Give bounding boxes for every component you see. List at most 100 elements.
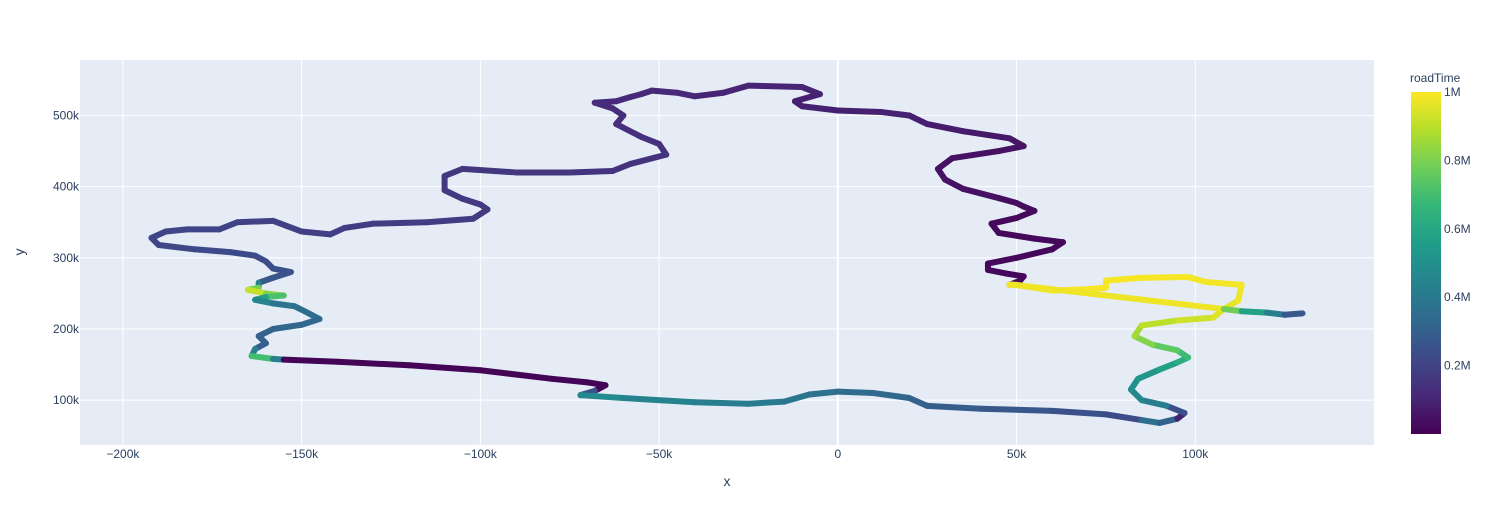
trace-segment <box>1013 246 1056 261</box>
trace-segment <box>984 254 1020 267</box>
trace-segment <box>959 185 1002 202</box>
trace-segment <box>566 168 616 176</box>
colorbar-title: roadTime <box>1410 71 1461 85</box>
trace-segment <box>1008 281 1227 313</box>
trace-segment <box>216 219 241 233</box>
x-tick-label: −150k <box>285 447 319 461</box>
colorbar-tick-label: 0.4M <box>1444 290 1471 304</box>
trace-segment <box>691 399 752 407</box>
x-axis-title: x <box>724 473 731 489</box>
colorbar-tick-label: 1M <box>1444 85 1461 99</box>
y-tick-label: 100k <box>53 393 80 407</box>
trace-segment <box>799 84 823 98</box>
trace-segment <box>1202 279 1245 288</box>
trace-segment <box>405 362 484 374</box>
trace-segment <box>906 112 931 128</box>
y-axis-ticks: 100k 200k 300k 400k 500k <box>53 109 80 408</box>
trace-segment <box>1102 411 1145 424</box>
trace-segment <box>370 219 430 227</box>
trace-segment <box>745 398 788 407</box>
trace-segment <box>745 82 806 91</box>
trace-segment <box>1138 274 1192 281</box>
colorbar-tick-label: 0.6M <box>1444 222 1471 236</box>
colorbar-gradient <box>1411 92 1441 434</box>
colorbar-tick-label: 0.2M <box>1444 359 1471 373</box>
trace-segment <box>877 108 913 119</box>
trace-segment <box>1163 402 1188 416</box>
gridlines <box>80 60 1374 445</box>
trace-segment <box>334 358 412 369</box>
x-tick-label: −50k <box>646 447 673 461</box>
trace-segment <box>949 148 1002 162</box>
trace-segment <box>942 176 966 192</box>
trace-segment <box>423 215 477 226</box>
trace-segment <box>270 300 298 310</box>
trace-segment <box>234 217 277 226</box>
trace-segment <box>613 121 645 140</box>
trace-segment <box>988 214 1020 227</box>
trace-segment <box>1031 235 1067 246</box>
x-tick-label: 0 <box>834 447 841 461</box>
trace-segment <box>1102 274 1145 284</box>
trace-segment <box>1138 317 1181 329</box>
y-tick-label: 200k <box>53 322 80 336</box>
trace-segment <box>280 356 341 365</box>
trace-segment <box>870 390 913 402</box>
trace-segment <box>1049 407 1109 418</box>
trace-segment <box>620 395 698 406</box>
trace-segment <box>673 89 698 100</box>
data-trace <box>148 82 1306 426</box>
trace-segment <box>1281 310 1306 318</box>
trace-segment <box>441 165 466 179</box>
trace-segment <box>834 388 877 397</box>
trace-segment <box>627 151 670 167</box>
trace-segment <box>245 286 269 297</box>
x-tick-label: −100k <box>464 447 498 461</box>
trace-segment <box>162 226 191 235</box>
trace-segment <box>155 242 198 253</box>
trace-segment <box>995 195 1020 207</box>
trace-segment <box>1138 417 1163 426</box>
plot-area <box>80 60 1374 445</box>
x-axis-ticks: −200k −150k −100k −50k 0 50k 100k <box>106 447 1209 461</box>
x-tick-label: 50k <box>1007 447 1027 461</box>
trace-segment <box>1174 314 1217 324</box>
trace-segment <box>924 402 984 412</box>
y-tick-label: 300k <box>53 251 80 265</box>
trace-segment <box>924 121 966 135</box>
colorbar-ticks: 0.2M 0.4M 0.6M 0.8M 1M <box>1444 85 1471 373</box>
trace-segment <box>959 128 1013 142</box>
trace-segment <box>1138 397 1170 409</box>
trace-segment <box>691 89 727 100</box>
trace-segment <box>477 367 555 382</box>
trace-segment <box>227 249 259 259</box>
trace-segment <box>648 87 680 96</box>
trace-segment <box>834 107 884 115</box>
trace-segment <box>609 160 634 175</box>
trace-segment <box>1238 308 1270 316</box>
trace-segment <box>298 316 323 328</box>
trace-segment <box>270 321 305 333</box>
trace-segment <box>341 220 377 231</box>
trace-segment <box>638 133 663 147</box>
trace-segment <box>806 388 841 398</box>
y-axis-title: y <box>11 249 27 256</box>
y-tick-label: 400k <box>53 180 80 194</box>
trace-segment <box>1156 415 1181 426</box>
x-tick-label: 100k <box>1182 447 1209 461</box>
trace-segment <box>270 269 294 281</box>
y-tick-label: 500k <box>53 109 80 123</box>
trace-segment <box>459 165 520 176</box>
trace-segment <box>459 195 484 208</box>
trace-segment <box>248 353 277 362</box>
trace-segment <box>252 296 277 307</box>
colorbar: roadTime 0.2M 0.4M 0.6M 0.8M 1M <box>1410 71 1471 434</box>
x-tick-label: −200k <box>106 447 140 461</box>
trace-segment <box>1135 366 1163 382</box>
trace-segment <box>591 99 616 112</box>
trace-segment <box>577 392 627 402</box>
trace-segment <box>977 405 1056 414</box>
trace-segment <box>1131 333 1156 348</box>
trace-segment <box>191 246 234 256</box>
